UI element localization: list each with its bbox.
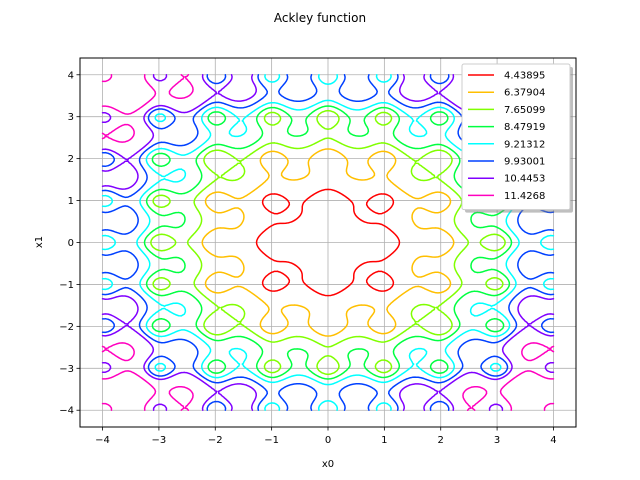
y-tick-label: 1 <box>68 196 74 207</box>
x-tick-label: −2 <box>208 435 223 446</box>
y-tick-label: 3 <box>68 112 74 123</box>
x-tick-label: 0 <box>325 435 331 446</box>
x-tick-label: 3 <box>494 435 500 446</box>
legend-label: 10.4453 <box>504 174 545 185</box>
legend-box <box>461 63 571 211</box>
contour-line-8.47919 <box>143 105 513 380</box>
x-axis-label: x0 <box>322 459 334 470</box>
y-tick-label: 2 <box>68 154 74 165</box>
x-tick-label: −1 <box>264 435 279 446</box>
y-tick-label: −3 <box>59 364 74 375</box>
legend-label: 7.65099 <box>504 105 545 116</box>
contour-line-4.43895 <box>255 188 401 297</box>
legend: 4.43895 6.37904 7.65099 8.47919 9.21312 9.930… <box>461 63 573 213</box>
contour-line-7.65099 <box>150 109 506 376</box>
y-axis-label: x1 <box>34 236 45 248</box>
chart-title: Ackley function <box>274 11 366 25</box>
grid-lines <box>80 58 576 427</box>
y-tick-label: −2 <box>59 322 74 333</box>
legend-label: 8.47919 <box>504 122 545 133</box>
legend-label: 9.21312 <box>504 139 545 150</box>
legend-label: 6.37904 <box>504 88 545 99</box>
contour-line-6.37904 <box>201 148 455 337</box>
axis-ticks: −4 −3 −2 −1 0 1 2 3 4 −4 −3 −2 −1 0 1 2 3 4 <box>59 70 556 446</box>
y-tick-label: −1 <box>59 280 74 291</box>
x-tick-label: −3 <box>152 435 167 446</box>
x-tick-label: 2 <box>438 435 444 446</box>
x-tick-label: 4 <box>550 435 556 446</box>
y-tick-label: −4 <box>59 406 74 417</box>
legend-label: 9.93001 <box>504 157 545 168</box>
x-tick-label: −4 <box>95 435 110 446</box>
y-tick-label: 0 <box>68 238 74 249</box>
legend-label: 11.4268 <box>504 191 545 202</box>
legend-label: 4.43895 <box>504 71 545 82</box>
y-tick-label: 4 <box>68 70 74 81</box>
x-tick-label: 1 <box>381 435 387 446</box>
